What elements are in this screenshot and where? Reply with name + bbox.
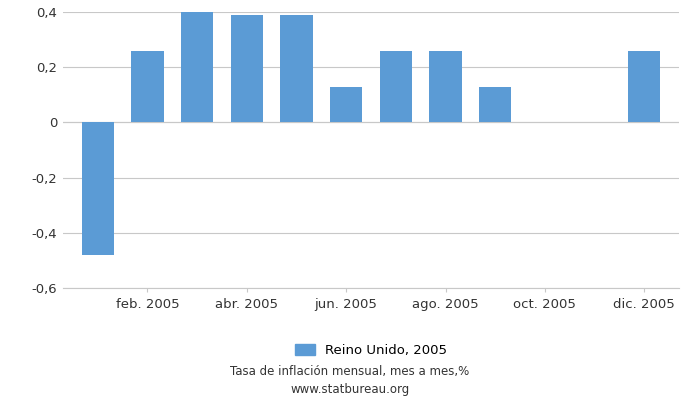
- Bar: [231, 15, 263, 122]
- Bar: [181, 12, 214, 122]
- Bar: [379, 51, 412, 122]
- Bar: [330, 86, 363, 122]
- Bar: [628, 51, 660, 122]
- Legend: Reino Unido, 2005: Reino Unido, 2005: [295, 344, 447, 357]
- Bar: [429, 51, 462, 122]
- Bar: [82, 122, 114, 255]
- Bar: [280, 15, 313, 122]
- Bar: [132, 51, 164, 122]
- Bar: [479, 86, 511, 122]
- Text: www.statbureau.org: www.statbureau.org: [290, 384, 410, 396]
- Text: Tasa de inflación mensual, mes a mes,%: Tasa de inflación mensual, mes a mes,%: [230, 366, 470, 378]
